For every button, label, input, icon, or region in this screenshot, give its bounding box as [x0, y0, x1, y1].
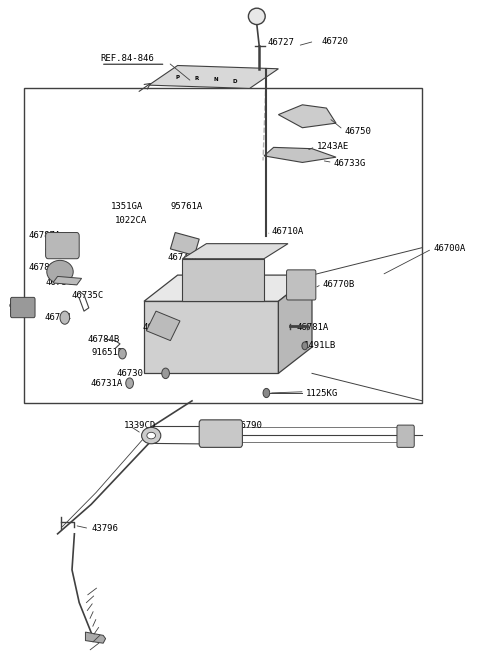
Polygon shape	[170, 233, 199, 255]
Text: 46787A: 46787A	[29, 231, 61, 240]
Text: 46733G: 46733G	[334, 159, 366, 168]
Text: P: P	[176, 75, 180, 80]
Polygon shape	[182, 244, 288, 259]
FancyBboxPatch shape	[397, 425, 414, 447]
Text: D: D	[233, 79, 238, 84]
Text: REF.84-846: REF.84-846	[101, 54, 155, 64]
Text: 1243AE: 1243AE	[317, 142, 349, 151]
Circle shape	[119, 348, 126, 359]
FancyBboxPatch shape	[287, 270, 316, 300]
Text: 46730: 46730	[117, 369, 144, 378]
Polygon shape	[144, 275, 312, 301]
Polygon shape	[146, 311, 180, 341]
Circle shape	[162, 368, 169, 379]
Text: 46740F: 46740F	[167, 253, 199, 262]
Ellipse shape	[249, 8, 265, 24]
Polygon shape	[149, 66, 278, 88]
Text: 46781A: 46781A	[297, 323, 329, 332]
Polygon shape	[278, 105, 336, 128]
Text: 46784: 46784	[45, 312, 72, 322]
Text: 1351GA: 1351GA	[110, 202, 143, 211]
Text: 46782: 46782	[45, 244, 72, 253]
Text: 46731A: 46731A	[90, 379, 122, 388]
Text: R: R	[195, 76, 199, 81]
Text: 1491LB: 1491LB	[303, 341, 336, 350]
Polygon shape	[144, 301, 278, 373]
Text: 1339CD: 1339CD	[124, 421, 156, 430]
Circle shape	[302, 342, 308, 350]
Ellipse shape	[147, 432, 156, 439]
Text: 46700A: 46700A	[433, 244, 466, 253]
Text: 46750: 46750	[345, 126, 372, 136]
Text: 46720: 46720	[322, 37, 348, 46]
Text: 43796: 43796	[91, 524, 118, 533]
Text: 95840: 95840	[9, 303, 36, 312]
Polygon shape	[182, 259, 264, 301]
Ellipse shape	[47, 261, 73, 283]
Polygon shape	[278, 275, 312, 373]
Text: 46781B: 46781B	[29, 263, 61, 272]
Text: 46735C: 46735C	[71, 291, 103, 300]
Text: 46770B: 46770B	[323, 280, 355, 290]
Text: 46710A: 46710A	[271, 227, 303, 236]
Circle shape	[126, 378, 133, 388]
Text: 46784C: 46784C	[46, 278, 78, 288]
Text: 91651D: 91651D	[91, 348, 123, 357]
Text: 1125KG: 1125KG	[306, 388, 338, 398]
Circle shape	[263, 388, 270, 398]
Text: 95761A: 95761A	[170, 202, 203, 211]
Polygon shape	[85, 632, 106, 643]
FancyBboxPatch shape	[46, 233, 79, 259]
Polygon shape	[53, 276, 82, 285]
Text: 46790: 46790	[235, 421, 262, 430]
Text: 46784B: 46784B	[88, 335, 120, 344]
FancyBboxPatch shape	[11, 297, 35, 318]
FancyBboxPatch shape	[199, 420, 242, 447]
Text: N: N	[214, 77, 218, 83]
Text: 46787B: 46787B	[142, 323, 174, 332]
Text: 46727: 46727	[267, 38, 294, 47]
Polygon shape	[264, 147, 336, 162]
Ellipse shape	[142, 427, 161, 444]
Text: 1022CA: 1022CA	[115, 216, 147, 225]
Circle shape	[60, 311, 70, 324]
